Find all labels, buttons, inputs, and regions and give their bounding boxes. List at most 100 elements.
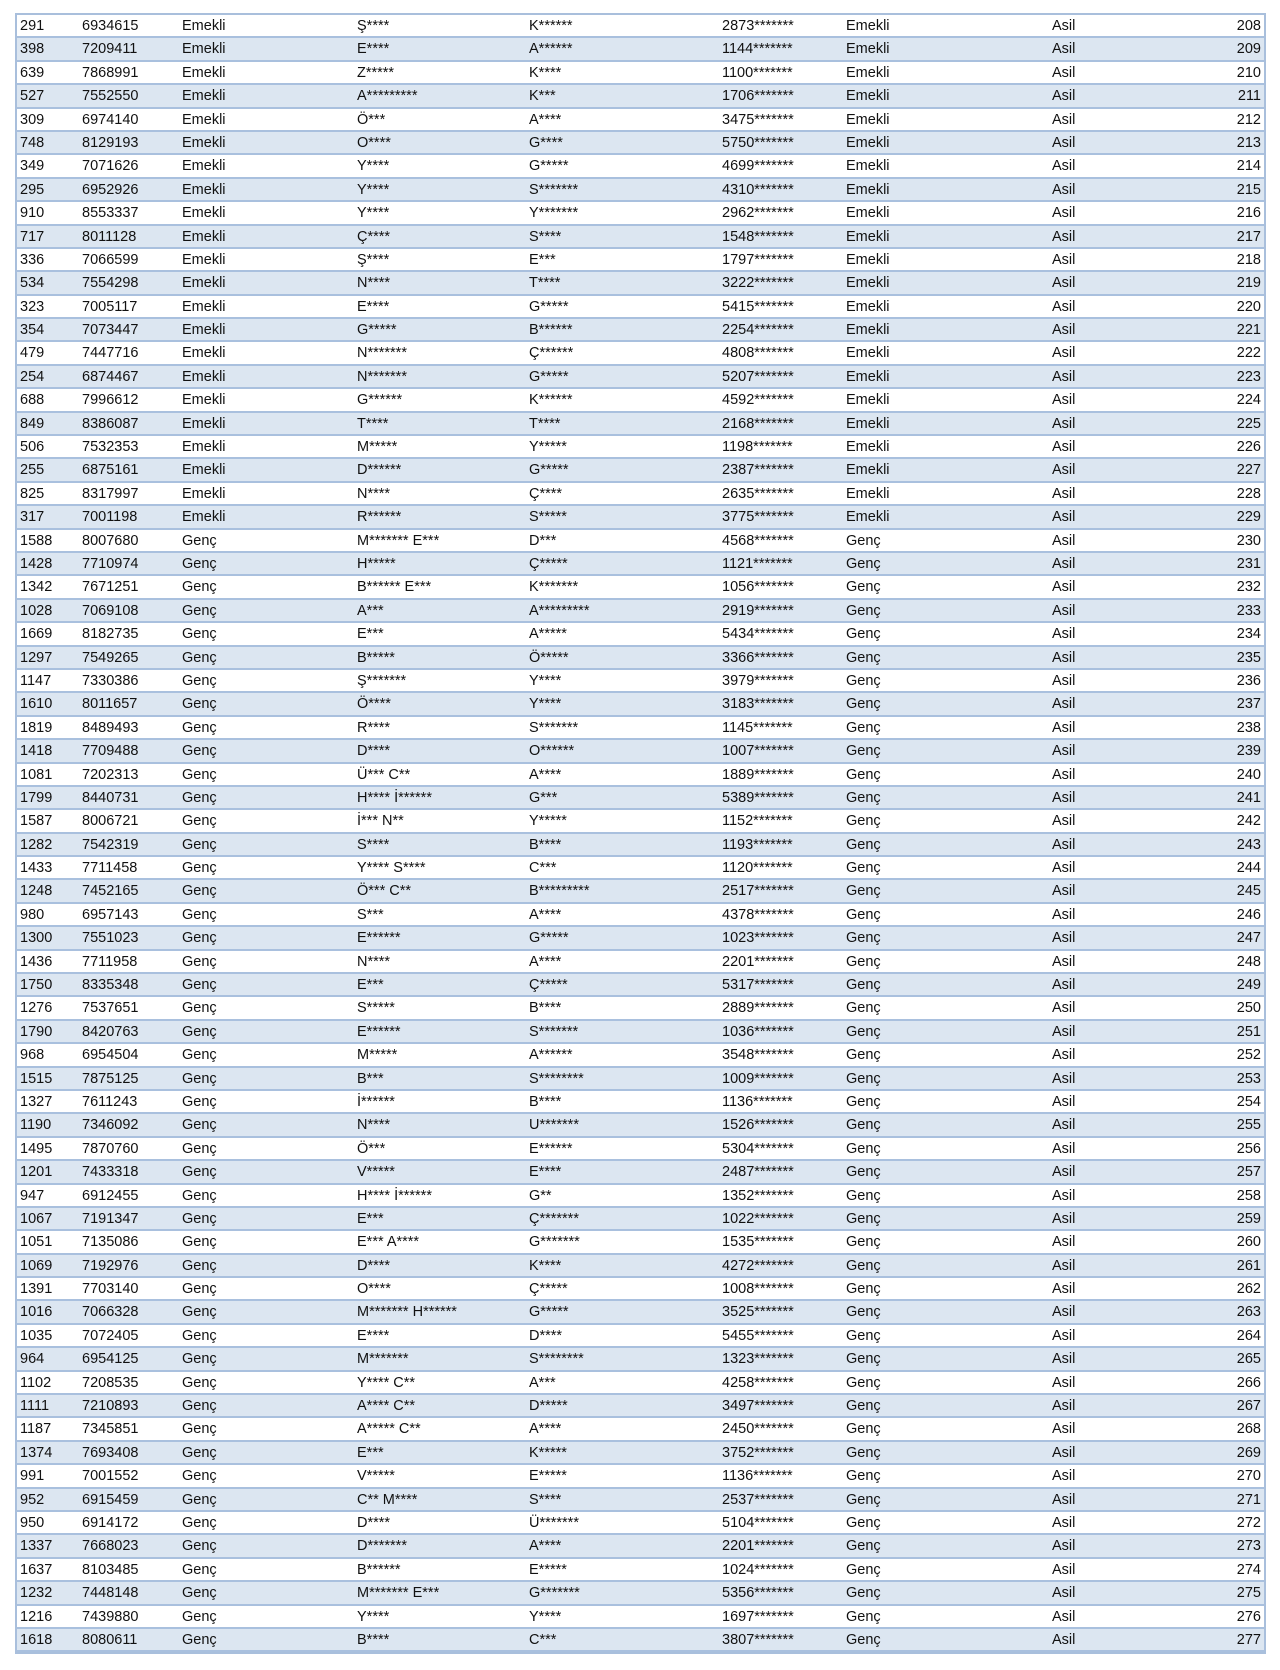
cell-application-no: 1327 bbox=[20, 1093, 53, 1110]
table-row: 1436 7711958 Genç N**** A**** 2201******* Genç… bbox=[17, 950, 1264, 975]
cell-last-name: B****** bbox=[529, 322, 573, 339]
cell-id-number: 5207******* bbox=[722, 368, 794, 385]
cell-id-number: 5104******* bbox=[722, 1515, 794, 1531]
cell-id-number: 1036******* bbox=[722, 1023, 794, 1040]
cell-application-no: 1028 bbox=[20, 602, 53, 619]
cell-rank: 277 bbox=[1236, 1631, 1261, 1648]
cell-status: Asil bbox=[1052, 1234, 1076, 1251]
cell-category: Genç bbox=[182, 1164, 217, 1181]
cell-id-number: 1136******* bbox=[722, 1468, 793, 1485]
table-row: 398 7209411 Emekli E**** A****** 1144******* E… bbox=[17, 38, 1264, 62]
cell-first-name: B**** bbox=[357, 1631, 390, 1648]
cell-last-name: S**** bbox=[529, 1491, 562, 1508]
cell-group: Genç bbox=[846, 1561, 881, 1578]
cell-first-name: E*** bbox=[357, 626, 384, 643]
cell-category: Genç bbox=[182, 602, 217, 619]
cell-status: Asil bbox=[1052, 64, 1076, 81]
cell-id-number: 4310******* bbox=[722, 181, 794, 198]
cell-rank: 271 bbox=[1236, 1491, 1261, 1508]
cell-group: Genç bbox=[846, 1327, 881, 1344]
cell-last-name: T**** bbox=[529, 415, 561, 432]
cell-category: Emekli bbox=[182, 88, 226, 105]
cell-application-no: 1276 bbox=[20, 1000, 53, 1017]
cell-category: Emekli bbox=[182, 322, 226, 339]
cell-category: Genç bbox=[182, 696, 217, 713]
cell-reference-no: 7135086 bbox=[82, 1234, 139, 1251]
cell-first-name: Ö*** bbox=[357, 111, 386, 128]
cell-status: Asil bbox=[1052, 298, 1076, 315]
cell-group: Genç bbox=[846, 1398, 881, 1415]
cell-id-number: 5434******* bbox=[722, 626, 794, 643]
cell-first-name: C** M**** bbox=[357, 1491, 418, 1508]
cell-id-number: 2487******* bbox=[722, 1164, 794, 1181]
cell-id-number: 3475******* bbox=[722, 111, 794, 128]
cell-reference-no: 8420763 bbox=[82, 1023, 139, 1040]
cell-id-number: 2201******* bbox=[722, 1538, 794, 1555]
cell-status: Asil bbox=[1052, 1561, 1076, 1578]
cell-group: Genç bbox=[846, 1000, 881, 1017]
cell-category: Genç bbox=[182, 766, 217, 783]
cell-rank: 209 bbox=[1236, 41, 1261, 58]
cell-first-name: D**** bbox=[357, 1515, 391, 1531]
cell-application-no: 506 bbox=[20, 439, 45, 456]
cell-status: Asil bbox=[1052, 1351, 1076, 1368]
cell-id-number: 1152******* bbox=[722, 813, 793, 830]
table-row: 317 7001198 Emekli R****** S***** 3775*******… bbox=[17, 506, 1264, 530]
results-table: 291 6934615 Emekli Ş**** K****** 2873******* E… bbox=[15, 13, 1266, 1655]
cell-rank: 243 bbox=[1236, 836, 1261, 853]
cell-id-number: 1100******* bbox=[722, 64, 793, 81]
table-row: 295 6952926 Emekli Y**** S******* 4310*******… bbox=[17, 178, 1264, 203]
cell-reference-no: 7537651 bbox=[82, 1000, 139, 1017]
cell-category: Emekli bbox=[182, 415, 226, 432]
cell-application-no: 991 bbox=[20, 1468, 45, 1485]
cell-first-name: E*** A**** bbox=[357, 1234, 420, 1251]
cell-status: Asil bbox=[1052, 1444, 1076, 1461]
cell-last-name: E***** bbox=[529, 1561, 567, 1578]
table-row: 964 6954125 Genç M******* S******** 1323*****… bbox=[17, 1348, 1264, 1372]
cell-category: Genç bbox=[182, 1093, 217, 1110]
cell-status: Asil bbox=[1052, 439, 1076, 456]
cell-application-no: 1081 bbox=[20, 766, 53, 783]
cell-reference-no: 7330386 bbox=[82, 672, 139, 689]
cell-id-number: 1697******* bbox=[722, 1608, 794, 1625]
cell-id-number: 1193******* bbox=[722, 836, 793, 853]
cell-status: Asil bbox=[1052, 158, 1076, 175]
table-row: 1190 7346092 Genç N**** U******* 1526******* G… bbox=[17, 1114, 1264, 1138]
cell-category: Genç bbox=[182, 930, 217, 947]
table-row: 1588 8007680 Genç M******* E*** D*** 4568****… bbox=[17, 529, 1264, 553]
cell-first-name: Ş**** bbox=[357, 18, 390, 34]
cell-category: Genç bbox=[182, 532, 217, 549]
cell-reference-no: 7611243 bbox=[82, 1093, 138, 1110]
cell-group: Emekli bbox=[846, 509, 890, 526]
cell-status: Asil bbox=[1052, 485, 1076, 502]
cell-category: Emekli bbox=[182, 462, 226, 479]
cell-status: Asil bbox=[1052, 555, 1076, 572]
table-row: 309 6974140 Emekli Ö*** A**** 3475******* Emek… bbox=[17, 108, 1264, 132]
cell-first-name: T**** bbox=[357, 415, 389, 432]
cell-reference-no: 7209411 bbox=[82, 41, 138, 58]
cell-group: Genç bbox=[846, 555, 881, 572]
cell-application-no: 1587 bbox=[20, 813, 53, 830]
cell-reference-no: 8317997 bbox=[82, 485, 139, 502]
cell-first-name: Ş******* bbox=[357, 672, 407, 689]
table-row: 291 6934615 Emekli Ş**** K****** 2873******* E… bbox=[17, 15, 1264, 39]
cell-rank: 247 bbox=[1236, 930, 1261, 947]
cell-status: Asil bbox=[1052, 181, 1076, 198]
cell-id-number: 2450******* bbox=[722, 1421, 794, 1438]
cell-group: Genç bbox=[846, 1093, 881, 1110]
cell-application-no: 1819 bbox=[20, 719, 53, 736]
cell-reference-no: 7710974 bbox=[82, 555, 139, 572]
cell-group: Emekli bbox=[846, 322, 890, 339]
cell-rank: 265 bbox=[1236, 1351, 1261, 1368]
cell-last-name: A**** bbox=[529, 953, 562, 970]
cell-application-no: 910 bbox=[20, 205, 45, 222]
table-row: 1067 7191347 Genç E*** Ç******* 1022******* Ge… bbox=[17, 1207, 1264, 1232]
cell-rank: 208 bbox=[1236, 18, 1261, 34]
cell-group: Genç bbox=[846, 789, 881, 806]
cell-category: Emekli bbox=[182, 111, 226, 128]
cell-status: Asil bbox=[1052, 1047, 1076, 1064]
cell-category: Genç bbox=[182, 813, 217, 830]
cell-category: Genç bbox=[182, 1281, 217, 1298]
cell-reference-no: 7551023 bbox=[82, 930, 139, 947]
cell-reference-no: 7210893 bbox=[82, 1398, 139, 1415]
